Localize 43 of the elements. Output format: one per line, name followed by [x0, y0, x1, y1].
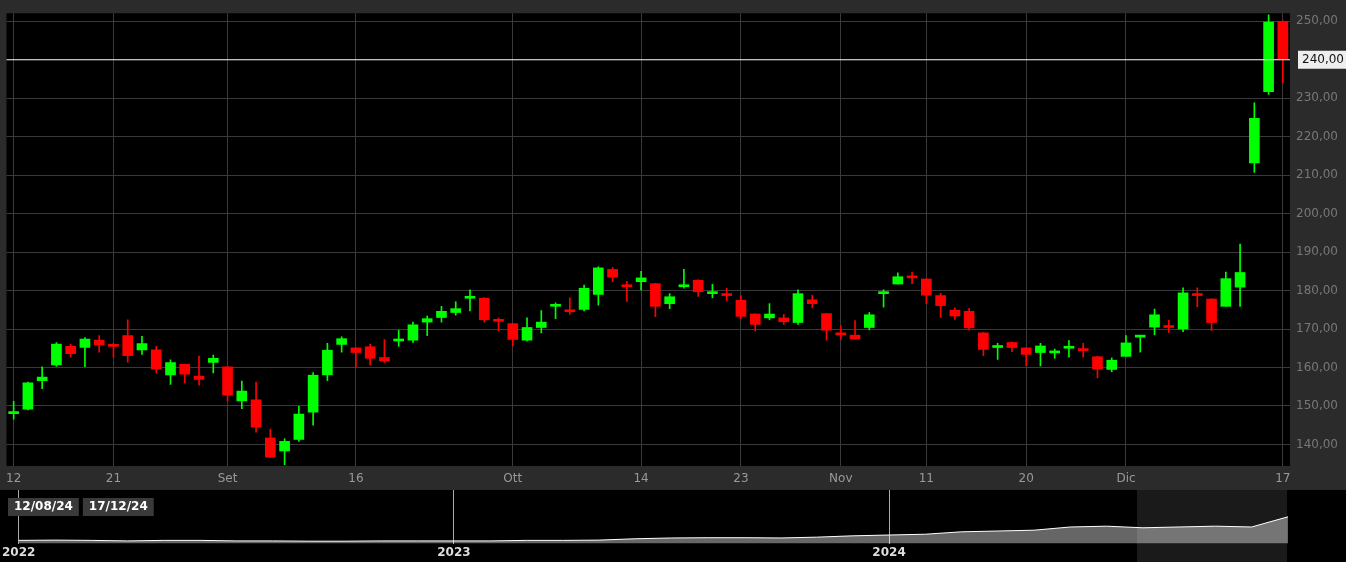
x-tick-label: Nov: [829, 471, 853, 486]
x-tick-label: 12: [5, 471, 22, 486]
x-tick-label: 17: [1275, 471, 1291, 486]
y-tick-label: 150,00: [1296, 398, 1338, 413]
y-tick-label: 200,00: [1296, 205, 1338, 220]
candlestick: [835, 325, 847, 340]
candlestick: [193, 355, 205, 386]
x-tick-label: 20: [1018, 471, 1034, 486]
ref-line-label: 240,00: [1302, 51, 1344, 66]
x-tick-label: 2022: [2, 544, 36, 559]
x-tick-label: 16: [348, 471, 364, 486]
candlestick: [564, 297, 576, 315]
candlestick: [421, 315, 433, 336]
candlestick: [36, 366, 48, 389]
candlestick: [464, 289, 476, 312]
x-tick-label: Set: [217, 471, 238, 486]
y-tick-label: 180,00: [1296, 282, 1338, 297]
text: 17/12/24: [88, 499, 148, 514]
x-tick-label: Ott: [503, 471, 523, 486]
x-tick-label: Dic: [1116, 471, 1136, 486]
y-tick-label: 230,00: [1296, 90, 1338, 105]
y-tick-label: 140,00: [1296, 436, 1338, 451]
x-tick-label: 21: [105, 471, 122, 486]
y-tick-label: 170,00: [1296, 321, 1338, 336]
y-tick-label: 250,00: [1296, 13, 1338, 28]
candlestick: [1191, 287, 1203, 308]
candlestick: [621, 281, 633, 302]
candlestick: [1234, 243, 1246, 307]
candlestick: [1077, 342, 1089, 358]
y-tick-label: 160,00: [1296, 359, 1338, 374]
x-tick-label: 2023: [437, 544, 471, 559]
y-tick-label: 220,00: [1296, 128, 1338, 143]
candlestick: [1163, 319, 1175, 333]
candlestick: [678, 269, 690, 289]
x-tick-label: 11: [918, 471, 934, 486]
y-tick-label: 190,00: [1296, 244, 1338, 259]
x-tick-label: 14: [633, 471, 649, 486]
x-tick-label: 23: [733, 471, 749, 486]
x-tick-label: 2024: [872, 544, 906, 559]
text: 12/08/24: [14, 499, 73, 514]
y-tick-label: 210,00: [1296, 167, 1338, 182]
candlestick: [1063, 340, 1075, 358]
candlestick: [721, 287, 733, 301]
